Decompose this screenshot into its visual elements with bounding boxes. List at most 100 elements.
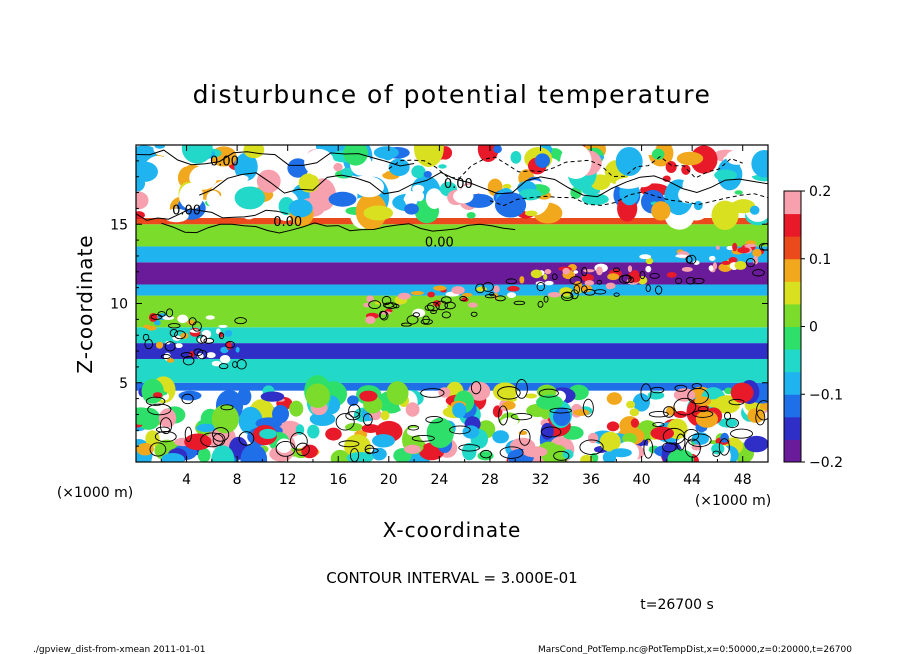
band-10 (136, 217, 768, 225)
contour-line (489, 191, 768, 207)
contour-labels: 0.00 0.00 0.00 0.00 0.00 (172, 155, 473, 251)
patch (759, 402, 768, 411)
contour-loop (364, 444, 375, 455)
contour-loop (289, 432, 308, 451)
contour-loop (145, 396, 166, 406)
colorbar-swatch (784, 394, 801, 418)
patch (426, 417, 454, 449)
contour-line (136, 208, 288, 221)
z-tick-label: 5 (119, 376, 128, 392)
contour-loop (420, 388, 445, 398)
contour-loop (505, 278, 517, 285)
colorbar-swatch (784, 303, 801, 327)
patch (501, 417, 519, 426)
contour-loop (648, 411, 669, 418)
contour-loop (218, 363, 229, 370)
streak-patch (544, 268, 552, 275)
contour-loop (755, 409, 766, 426)
streak-patch (628, 276, 641, 283)
turbulent-patches (136, 145, 768, 462)
patch (632, 393, 650, 412)
streak-patch (645, 257, 654, 265)
contour-label: 0.00 (210, 155, 239, 170)
contour-loop (219, 332, 225, 340)
patch (630, 418, 639, 428)
x-tick-label: 48 (734, 472, 752, 488)
band-8 (136, 246, 768, 263)
streak-patch (639, 254, 652, 260)
contour-loop (675, 277, 683, 285)
contour-loop (569, 276, 583, 285)
streak-patch (519, 276, 525, 284)
contour-loop (364, 447, 379, 454)
patch (651, 148, 665, 160)
patch (354, 176, 384, 198)
patch (599, 431, 621, 452)
colorbar-swatch (784, 439, 801, 463)
contour-loop (537, 300, 544, 308)
patch (731, 199, 756, 214)
patch (380, 410, 390, 421)
contour-loop (193, 348, 204, 356)
patch (580, 454, 593, 462)
contour-loop (712, 450, 721, 457)
patch (243, 145, 265, 159)
contour-loop (220, 404, 234, 411)
contour-loop (470, 381, 482, 395)
patch (510, 150, 522, 164)
cluster-patch (174, 343, 183, 349)
patch (581, 193, 609, 206)
contour-loop (573, 284, 581, 295)
patch (749, 205, 760, 215)
contour-loop (181, 393, 194, 405)
streak-patch (732, 242, 738, 252)
colorbar-ticks: 0.2 0.1 0 −0.1 −0.2 (801, 184, 843, 471)
streak-patch (433, 285, 447, 291)
contour-loop (581, 285, 588, 294)
patch (453, 189, 474, 204)
cluster-patch (206, 352, 216, 359)
patch (413, 145, 444, 168)
contour-loop (662, 442, 677, 453)
patch (141, 378, 164, 404)
contour-loop (420, 318, 433, 325)
patch (298, 173, 320, 193)
band-2 (136, 358, 768, 383)
contour-loop (685, 276, 696, 285)
colorbar-swatch (784, 281, 801, 305)
patch (405, 402, 420, 417)
cluster-patch (154, 320, 161, 326)
contour-loop (168, 323, 181, 329)
contour-loop (581, 266, 588, 277)
contour-loop (650, 386, 665, 394)
patch (535, 441, 562, 462)
contour-loop (692, 277, 705, 285)
patch (330, 449, 350, 462)
patch (507, 167, 520, 174)
contour-loop (482, 282, 494, 292)
streak-patch (637, 276, 648, 285)
streak-patch (461, 292, 473, 297)
patch (536, 394, 563, 410)
streak-patch (543, 273, 548, 280)
contour-loop (673, 397, 697, 416)
cluster-patch (220, 346, 229, 354)
patch (518, 188, 542, 201)
patch (606, 392, 622, 405)
streak-patch (506, 292, 517, 298)
contour-loop (147, 403, 172, 416)
contour-loop (159, 417, 173, 435)
contour-loop (441, 311, 451, 319)
z-axis-ticks: 5 10 15 (110, 160, 768, 447)
streak-patch (712, 262, 718, 270)
cluster-patch (205, 315, 215, 320)
patch (493, 145, 502, 154)
patch (325, 427, 342, 441)
patch (494, 192, 527, 218)
streak-patch (715, 245, 720, 250)
contour-loop (426, 301, 440, 312)
patch (676, 151, 704, 166)
contour-loop (640, 383, 652, 402)
contour-loop (192, 321, 202, 332)
patch (711, 200, 739, 230)
